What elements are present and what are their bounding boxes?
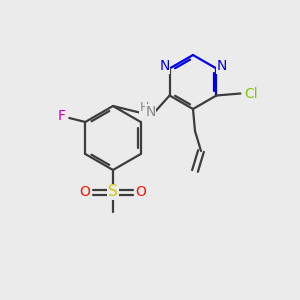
- Text: S: S: [108, 184, 118, 200]
- Text: O: O: [136, 185, 146, 199]
- Text: F: F: [57, 109, 65, 123]
- Text: N: N: [146, 104, 156, 118]
- Text: N: N: [216, 59, 226, 74]
- Text: O: O: [80, 185, 90, 199]
- Text: H: H: [140, 101, 149, 114]
- Text: Cl: Cl: [244, 86, 258, 100]
- Text: N: N: [159, 59, 170, 74]
